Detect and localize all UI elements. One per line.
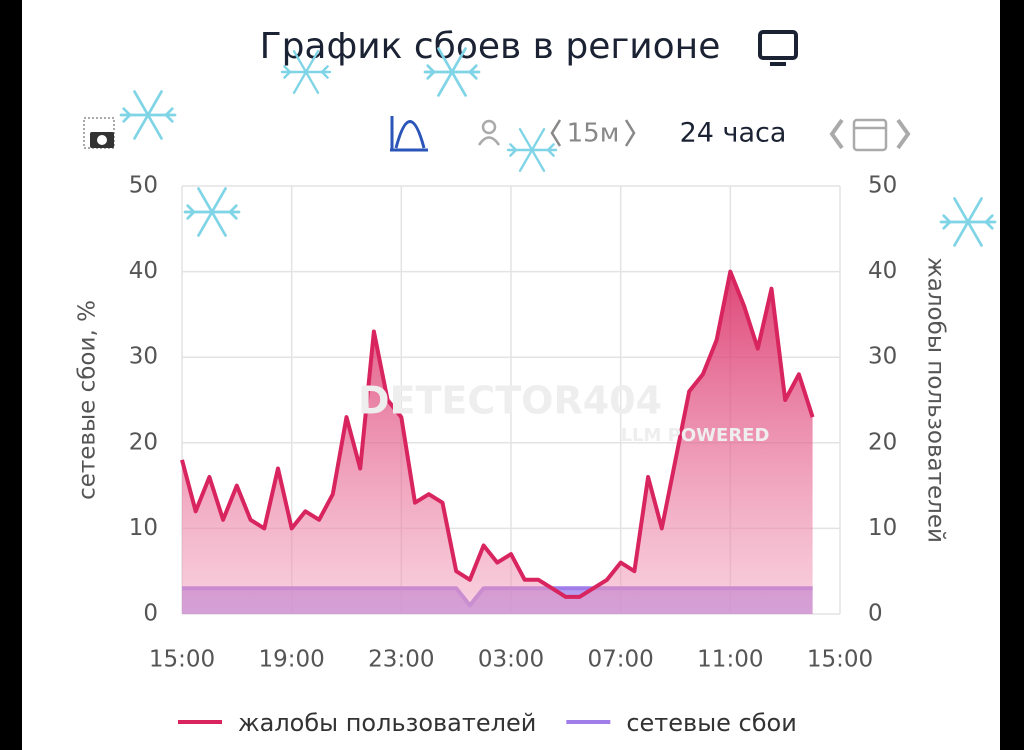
range[interactable]: 24 часа: [680, 118, 787, 149]
watermark: DETECTOR404: [358, 379, 662, 423]
camera-icon[interactable]: [83, 117, 115, 149]
user-icon[interactable]: [477, 119, 501, 146]
next-day[interactable]: [896, 118, 911, 150]
legend: жалобы пользователей сетевые сбои: [178, 709, 797, 737]
calendar-icon[interactable]: [852, 118, 888, 152]
y-tick-label: 40: [129, 258, 158, 284]
x-tick-label: 07:00: [588, 647, 654, 673]
y2-tick-label: 40: [868, 258, 897, 284]
y2-tick-label: 20: [868, 429, 897, 455]
interval[interactable]: 15м: [567, 119, 620, 149]
legend-label: сетевые сбои: [626, 709, 796, 737]
x-tick-label: 15:00: [149, 647, 215, 673]
y-tick-label: 20: [129, 429, 158, 455]
x-tick-label: 11:00: [697, 647, 763, 673]
y2-tick-label: 0: [868, 601, 883, 627]
plot: 0 10 20 30 40 50 0 10 20 30 40 50 15:00 19:00 23:00 03:…: [129, 173, 898, 673]
x-tick-label: 15:00: [807, 647, 873, 673]
y2-tick-label: 30: [868, 344, 897, 370]
x-tick-label: 19:00: [259, 647, 325, 673]
y2-tick-label: 50: [868, 173, 897, 199]
next-interval[interactable]: [624, 119, 636, 147]
y-axis-label: сетевые сбои, %: [75, 300, 101, 500]
watermark-tagline: LLM POWERED: [621, 425, 770, 446]
y-tick-label: 50: [129, 173, 158, 199]
legend-label: жалобы пользователей: [238, 709, 536, 737]
y-tick-label: 0: [143, 601, 158, 627]
y2-tick-label: 10: [868, 515, 897, 541]
prev-interval[interactable]: [550, 119, 562, 147]
y2-axis-label: жалобы пользователей: [923, 257, 949, 543]
area: [182, 271, 813, 614]
tv-icon: [758, 30, 798, 66]
y-tick-label: 30: [129, 344, 158, 370]
chart-title: График сбоев в регионе: [260, 26, 721, 67]
x-tick-label: 03:00: [478, 647, 544, 673]
y-tick-label: 10: [129, 515, 158, 541]
chart-type-icon[interactable]: [390, 116, 428, 152]
line: [180, 269, 815, 599]
prev-day[interactable]: [829, 118, 844, 150]
x-tick-label: 23:00: [368, 647, 434, 673]
